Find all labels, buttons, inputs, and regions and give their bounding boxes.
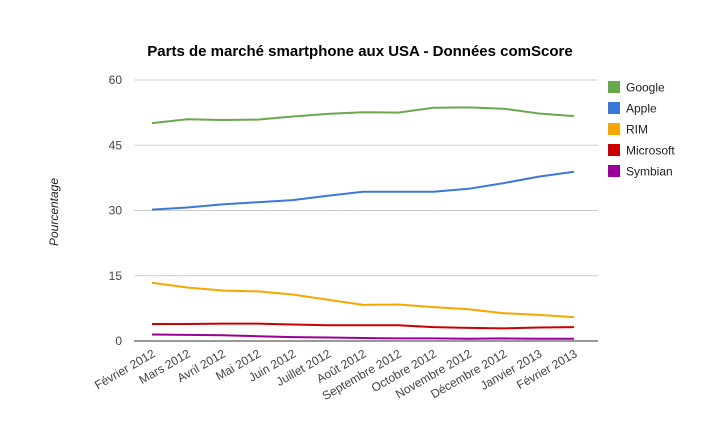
series-line-rim (151, 281, 575, 319)
series-line-symbian (151, 333, 574, 340)
legend-item-apple: Apple (626, 102, 657, 116)
legend-item-microsoft: Microsoft (626, 144, 675, 158)
series-line-google (151, 106, 575, 125)
y-axis-label: Pourcentage (47, 178, 61, 246)
legend: Google Apple RIM Microsoft Symbian (608, 81, 675, 179)
legend-swatch (608, 165, 620, 177)
legend-swatch (608, 81, 620, 93)
legend-item-symbian: Symbian (626, 165, 673, 179)
legend-item-rim: RIM (626, 123, 648, 137)
legend-item-google: Google (626, 81, 665, 95)
y-tick-label: 45 (109, 138, 123, 152)
series-line-apple (151, 170, 575, 211)
legend-swatch (608, 144, 620, 156)
series-lines (151, 106, 575, 340)
y-axis-ticks: 0 15 30 45 60 (109, 73, 123, 348)
chart-title: Parts de marché smartphone aux USA - Don… (147, 43, 572, 60)
legend-swatch (608, 123, 620, 135)
legend-swatch (608, 102, 620, 114)
y-tick-label: 0 (115, 334, 122, 348)
y-tick-label: 15 (109, 269, 123, 283)
grid-lines (134, 79, 598, 342)
series-line-microsoft (152, 322, 575, 330)
y-tick-label: 30 (109, 204, 123, 218)
y-tick-label: 60 (109, 73, 123, 87)
